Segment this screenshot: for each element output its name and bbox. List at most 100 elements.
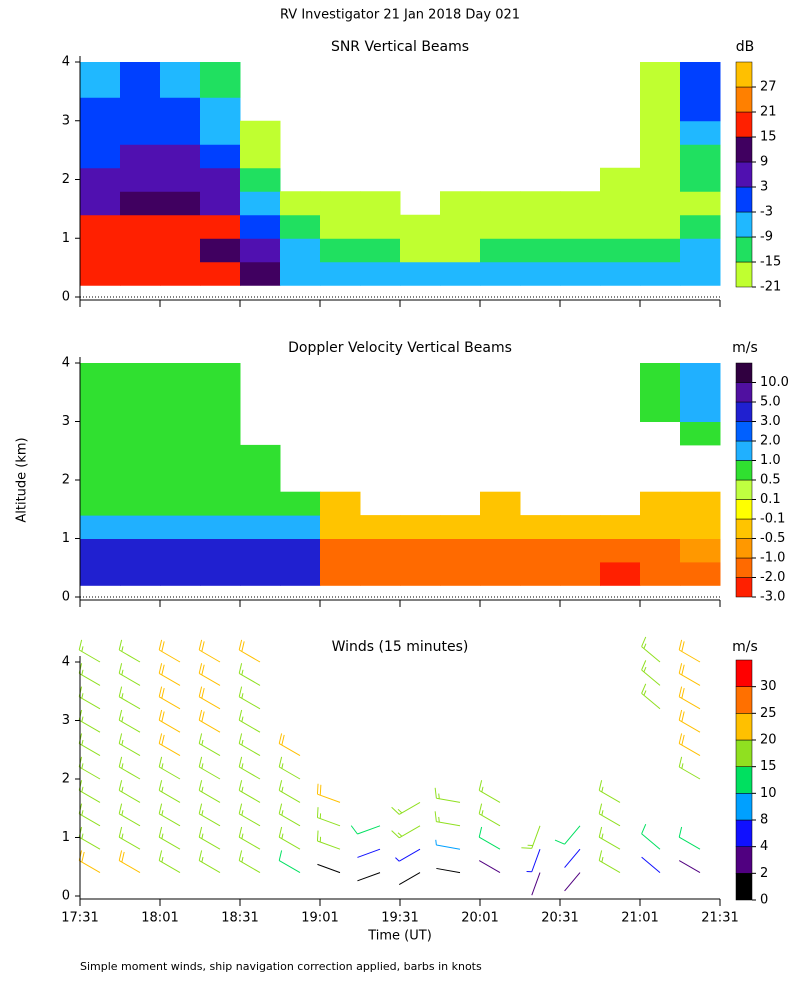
heatmap-cell [440, 261, 481, 286]
y-tick-label: 0 [62, 290, 70, 305]
wind-barb [158, 639, 181, 663]
wind-barb [198, 663, 221, 686]
colorbar-band [735, 421, 753, 442]
colorbar-band [735, 873, 753, 901]
wind-barb [238, 850, 261, 874]
heatmap-cell [280, 538, 321, 563]
heatmap-cell [80, 214, 121, 239]
heatmap-cell [680, 538, 721, 563]
heatmap-cell [440, 538, 481, 563]
heatmap-cell [400, 238, 441, 263]
colorbar-band [735, 793, 753, 821]
panel-title: Doppler Velocity Vertical Beams [288, 340, 512, 356]
colorbar-label: 25 [760, 706, 777, 721]
colorbar-label: 30 [760, 679, 777, 694]
heatmap-cell [600, 167, 641, 192]
wind-barb [118, 686, 141, 710]
heatmap-cell [600, 238, 641, 263]
y-axis-label: Altitude (km) [15, 437, 30, 522]
figure-title: RV Investigator 21 Jan 2018 Day 021 [280, 8, 520, 23]
heatmap-cell [160, 62, 201, 98]
heatmap-cell [560, 261, 601, 286]
colorbar-label: -15 [760, 255, 781, 270]
heatmap-cell [200, 62, 241, 98]
colorbar-label: 10.0 [760, 375, 789, 390]
colorbar-label: 2 [760, 866, 768, 881]
wind-barb [78, 709, 101, 733]
wind-barb [478, 803, 501, 827]
wind-barb [398, 872, 421, 886]
heatmap-cell [520, 214, 561, 239]
heatmap-cell [240, 491, 281, 516]
wind-barb [278, 733, 301, 757]
wind-barb [78, 639, 101, 663]
heatmap-cell [280, 214, 321, 239]
heatmap-cell [80, 515, 121, 539]
colorbar-label: 15 [760, 759, 777, 774]
heatmap-cell [360, 261, 401, 286]
heatmap-cell [160, 238, 201, 263]
heatmap-cell [80, 120, 121, 145]
wind-barb [158, 709, 181, 733]
wind-barb [198, 780, 221, 803]
wind-barb [78, 803, 101, 827]
colorbar-band [735, 739, 753, 767]
wind-barb [118, 733, 141, 757]
colorbar-label: 3.0 [760, 414, 781, 429]
wind-barb [158, 850, 181, 874]
heatmap-cell [160, 214, 201, 239]
heatmap-cell [360, 538, 401, 563]
heatmap-cell [440, 191, 481, 216]
heatmap-cell [520, 561, 561, 586]
x-tick-label: 18:01 [141, 911, 178, 926]
heatmap-cell [120, 468, 161, 493]
wind-barb [554, 825, 581, 845]
heatmap-cell [480, 191, 521, 216]
wind-barb [158, 780, 181, 803]
wind-barb [478, 826, 501, 850]
wind-barb [316, 783, 341, 803]
wind-barb [678, 639, 701, 663]
heatmap-cell [520, 515, 561, 539]
wind-barb [317, 863, 341, 874]
colorbar-label: 10 [760, 786, 777, 801]
heatmap-cell [560, 561, 601, 586]
x-tick-label: 17:31 [61, 911, 98, 926]
heatmap-cell [200, 538, 241, 563]
heatmap-cell [240, 561, 281, 586]
heatmap-cell [640, 62, 681, 98]
heatmap-cell [200, 261, 241, 286]
wind-barb [678, 686, 701, 710]
colorbar-band [735, 577, 753, 598]
heatmap-cell [200, 167, 241, 192]
heatmap-cell [200, 97, 241, 122]
heatmap-cell [640, 261, 681, 286]
wind-barb [118, 803, 141, 827]
heatmap-cell [320, 561, 361, 586]
colorbar-label: -3 [760, 205, 773, 220]
heatmap-cell [400, 214, 441, 239]
heatmap-cell [640, 144, 681, 169]
colorbar-band [735, 518, 753, 539]
wind-barb [198, 639, 221, 663]
heatmap-cell [640, 515, 681, 539]
heatmap-cell [240, 444, 281, 469]
wind-barb [158, 803, 181, 827]
heatmap-cell [560, 538, 601, 563]
heatmap-cell [200, 444, 241, 469]
heatmap-cell [160, 191, 201, 216]
heatmap-cell [680, 421, 721, 446]
heatmap-cell [320, 238, 361, 263]
colorbar-band [735, 479, 753, 500]
heatmap-cell [520, 538, 561, 563]
heatmap-cell [240, 144, 281, 169]
wind-barb [598, 780, 621, 803]
wind-barb [478, 780, 501, 803]
heatmap-cell [680, 238, 721, 263]
wind-barb [391, 801, 421, 815]
colorbar-band [735, 819, 753, 847]
heatmap-cell [80, 167, 121, 192]
wind-barb [278, 780, 301, 803]
colorbar-band [735, 538, 753, 559]
colorbar-label: 0.5 [760, 473, 781, 488]
